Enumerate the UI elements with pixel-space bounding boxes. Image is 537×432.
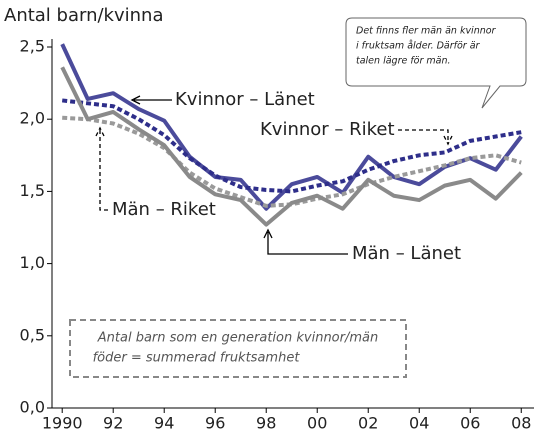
series-line xyxy=(60,66,523,227)
y-tick-label: 1,5 xyxy=(20,181,45,200)
x-tick-label: 96 xyxy=(205,414,225,432)
y-tick-label: 0,5 xyxy=(20,325,45,344)
x-tick-label: 94 xyxy=(154,414,174,432)
series-label: Kvinnor – Riket xyxy=(260,119,395,140)
y-tick-label: 1,0 xyxy=(20,253,45,272)
x-tick-label: 00 xyxy=(307,414,327,432)
x-tick-label: 08 xyxy=(511,414,531,432)
series-label: Män – Länet xyxy=(352,243,461,264)
x-tick-label: 1990 xyxy=(42,414,83,432)
x-tick-label: 04 xyxy=(409,414,429,432)
x-tick-label: 98 xyxy=(256,414,276,432)
series-label: Kvinnor – Länet xyxy=(175,89,315,110)
callout-line: Det finns fler män än kvinnor xyxy=(356,26,497,37)
x-tick-label: 02 xyxy=(358,414,378,432)
note-line: föder = summerad fruktsamhet xyxy=(93,351,301,366)
y-tick-label: 2,0 xyxy=(20,109,45,128)
callout-line: i fruktsam ålder. Därför är xyxy=(356,41,481,52)
y-tick-label: 2,5 xyxy=(20,37,45,56)
callout-box xyxy=(345,17,527,109)
series-label: Män – Riket xyxy=(112,199,216,220)
note-line: Antal barn som en generation kvinnor/män xyxy=(97,331,378,346)
series-line xyxy=(61,98,522,194)
series-line xyxy=(62,115,522,208)
callout-line: talen lägre för män. xyxy=(356,56,451,67)
y-tick-label: 0,0 xyxy=(20,398,45,417)
x-tick-label: 06 xyxy=(460,414,480,432)
x-tick-label: 92 xyxy=(103,414,123,432)
y-axis-label: Antal barn/kvinna xyxy=(4,5,163,26)
annotation-arrows xyxy=(95,95,453,255)
note-box xyxy=(69,319,407,378)
